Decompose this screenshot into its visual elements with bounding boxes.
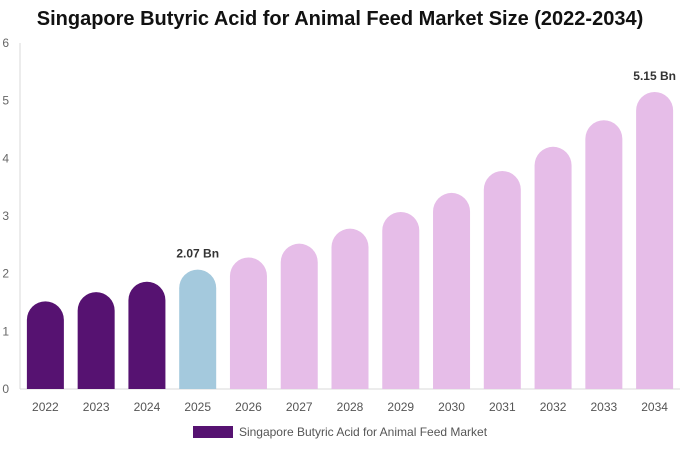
x-tick-label: 2029: [387, 400, 414, 414]
x-tick-label: 2030: [438, 400, 465, 414]
y-tick-label: 4: [2, 151, 9, 165]
x-tick-label: 2033: [590, 400, 617, 414]
x-tick-label: 2032: [540, 400, 567, 414]
x-tick-label: 2034: [641, 400, 668, 414]
chart-title: Singapore Butyric Acid for Animal Feed M…: [36, 8, 644, 30]
labels: 2022 2023 2024 2025 2026 2027 2028 2029 2030 2031…: [32, 69, 676, 414]
y-tick-label: 2: [2, 267, 9, 281]
legend-label: Singapore Butyric Acid for Animal Feed M…: [238, 425, 488, 439]
bar-2032: [534, 146, 572, 389]
data-label: 2.07 Bn: [176, 247, 219, 261]
bar-2034: [636, 92, 674, 390]
bars: [26, 92, 674, 390]
x-tick-label: 2031: [489, 400, 516, 414]
bar-2030: [433, 192, 471, 389]
bar-2028: [331, 228, 369, 389]
bar-2022: [26, 301, 64, 389]
bar-2026: [229, 257, 267, 389]
x-tick-label: 2023: [83, 400, 110, 414]
bar-2024: [128, 281, 166, 389]
x-tick-label: 2024: [134, 400, 161, 414]
y-tick-label: 5: [2, 94, 9, 108]
legend: Singapore Butyric Acid for Animal Feed M…: [0, 425, 680, 439]
bar-2031: [483, 171, 521, 389]
bar-2029: [382, 211, 420, 389]
x-tick-label: 2027: [286, 400, 313, 414]
y-tick-label: 1: [2, 324, 9, 338]
x-tick-label: 2026: [235, 400, 262, 414]
x-tick-label: 2025: [184, 400, 211, 414]
legend-swatch: [192, 426, 233, 438]
data-label: 5.15 Bn: [633, 69, 676, 83]
x-tick-label: 2022: [32, 400, 59, 414]
bar-2027: [280, 243, 318, 389]
y-tick-label: 6: [2, 36, 9, 50]
bar-2023: [77, 292, 115, 389]
y-tick-label: 0: [2, 382, 9, 396]
y-tick-label: 3: [2, 209, 9, 223]
bar-2025: [179, 269, 217, 389]
bar-2033: [585, 120, 623, 390]
x-tick-label: 2028: [337, 400, 364, 414]
